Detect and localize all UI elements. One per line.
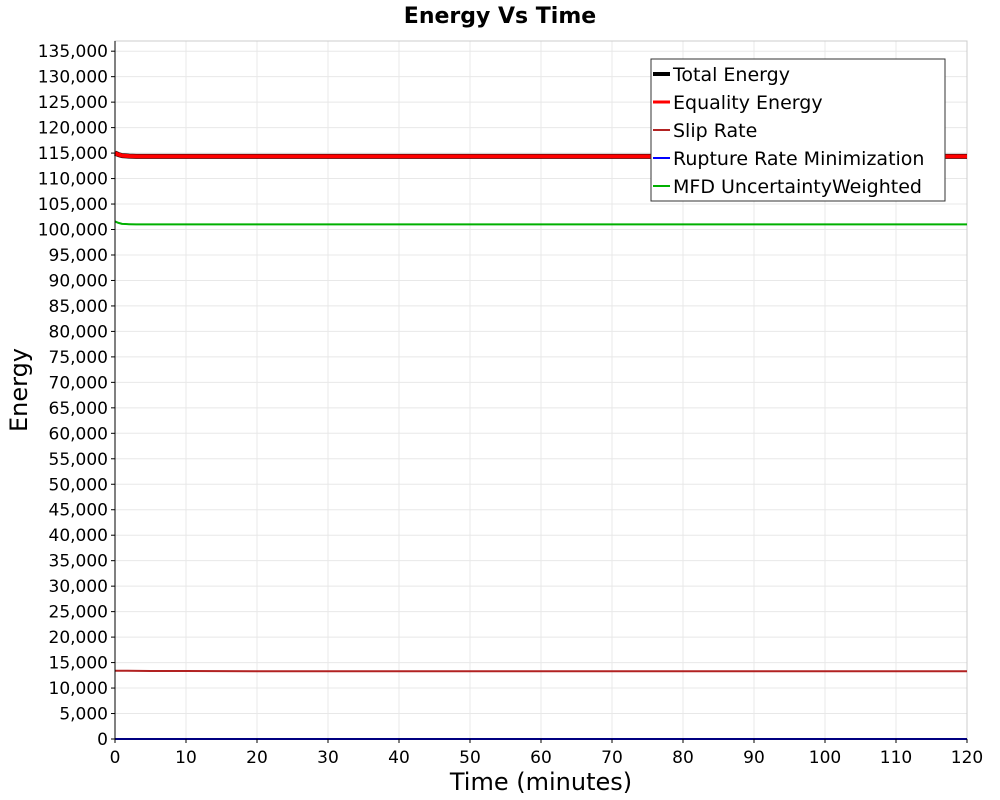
y-tick-label: 0 xyxy=(97,730,108,750)
x-tick-label: 80 xyxy=(672,748,694,768)
y-tick-label: 25,000 xyxy=(49,603,108,623)
legend-label-slip-rate: Slip Rate xyxy=(673,120,757,142)
y-tick-label: 110,000 xyxy=(38,170,108,190)
legend-box xyxy=(650,58,946,202)
y-tick-label: 35,000 xyxy=(49,552,108,572)
x-tick-label: 60 xyxy=(530,748,552,768)
legend-label-total-energy: Total Energy xyxy=(672,64,790,86)
y-tick-label: 100,000 xyxy=(38,221,108,241)
chart-title: Energy Vs Time xyxy=(404,4,596,29)
y-tick-label: 135,000 xyxy=(38,42,108,62)
x-tick-label: 100 xyxy=(809,748,841,768)
series-line-slip-rate xyxy=(115,669,967,673)
y-tick-label: 70,000 xyxy=(49,373,108,393)
legend-label-rupture-rate-minimization: Rupture Rate Minimization xyxy=(673,148,924,170)
y-tick-label: 50,000 xyxy=(49,475,108,495)
y-tick-label: 10,000 xyxy=(49,679,108,699)
y-tick-label: 55,000 xyxy=(49,450,108,470)
y-tick-label: 40,000 xyxy=(49,526,108,546)
y-tick-label: 120,000 xyxy=(38,119,108,139)
y-tick-label: 60,000 xyxy=(49,424,108,444)
y-tick-label: 90,000 xyxy=(49,271,108,291)
y-tick-label: 125,000 xyxy=(38,93,108,113)
x-tick-label: 50 xyxy=(459,748,481,768)
y-tick-label: 45,000 xyxy=(49,501,108,521)
x-axis-label: Time (minutes) xyxy=(449,768,632,796)
x-tick-label: 30 xyxy=(317,748,339,768)
x-tick-label: 0 xyxy=(110,748,121,768)
y-axis-label: Energy xyxy=(5,348,33,432)
y-tick-label: 105,000 xyxy=(38,195,108,215)
y-tick-label: 75,000 xyxy=(49,348,108,368)
x-tick-label: 40 xyxy=(388,748,410,768)
x-tick-label: 120 xyxy=(951,748,983,768)
y-tick-label: 30,000 xyxy=(49,577,108,597)
y-tick-label: 85,000 xyxy=(49,297,108,317)
x-tick-label: 90 xyxy=(743,748,765,768)
series-line-mfd-uncertaintyweighted xyxy=(114,220,967,226)
y-tick-label: 65,000 xyxy=(49,399,108,419)
legend: Total Energy Equality Energy Slip Rate Rupt… xyxy=(650,58,946,202)
x-tick-label: 110 xyxy=(880,748,912,768)
y-tick-label: 95,000 xyxy=(49,246,108,266)
y-tick-label: 130,000 xyxy=(38,68,108,88)
y-tick-label: 115,000 xyxy=(38,144,108,164)
y-tick-label: 80,000 xyxy=(49,322,108,342)
axes: 0 5,000 10,000 15,000 20,000 25,000 30,000 35,0… xyxy=(38,41,983,768)
x-tick-label: 10 xyxy=(175,748,197,768)
y-tick-label: 20,000 xyxy=(49,628,108,648)
y-tick-label: 15,000 xyxy=(49,654,108,674)
y-tick-label: 5,000 xyxy=(59,705,108,725)
x-tick-label: 70 xyxy=(601,748,623,768)
x-tick-label: 20 xyxy=(246,748,268,768)
legend-label-mfd-uncertaintyweighted: MFD UncertaintyWeighted xyxy=(673,176,922,198)
legend-label-equality-energy: Equality Energy xyxy=(673,92,823,114)
